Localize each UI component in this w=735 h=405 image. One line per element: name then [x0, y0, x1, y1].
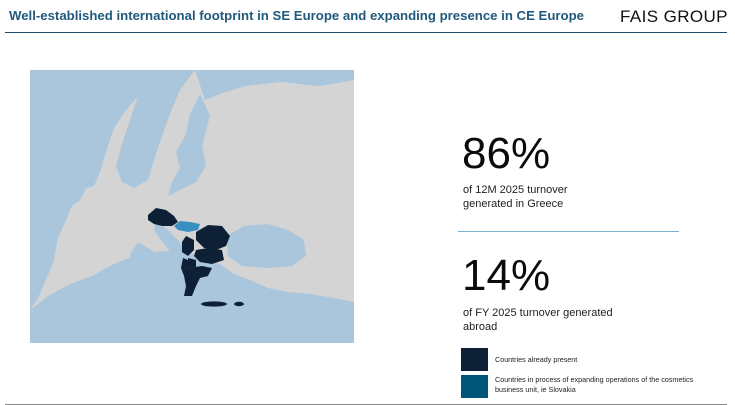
north-sea [116, 70, 195, 188]
country-romania [196, 225, 230, 250]
stat-abroad-line-2: abroad [463, 320, 498, 333]
legend-expanding-line-1: Countries in process of expanding operat… [495, 375, 694, 384]
baltic-sea [168, 94, 210, 196]
europe-map [30, 70, 354, 343]
stat-greece-description: of 12M 2025 turnover generated in Greece [463, 184, 568, 211]
stat-divider [458, 231, 679, 232]
country-serbia [182, 236, 194, 256]
barents-sea [195, 70, 354, 100]
legend-expanding-label: Countries in process of expanding operat… [495, 375, 720, 394]
aegean-sea [202, 268, 234, 300]
mediterranean-sea [30, 250, 354, 343]
stat-abroad-line-1: of FY 2025 turnover generated [463, 307, 613, 319]
stat-greece-line-2: generated in Greece [463, 197, 564, 210]
black-sea [226, 224, 306, 268]
stat-greece-percentage: 86% [462, 129, 551, 178]
stat-abroad-description: of FY 2025 turnover generated abroad [463, 307, 613, 334]
country-greece [184, 266, 212, 296]
company-logo: FAIS GROUP [620, 7, 728, 26]
legend-present-label: Countries already present [495, 355, 578, 364]
header-divider [5, 32, 727, 33]
adriatic-sea [154, 220, 198, 268]
country-bulgaria [194, 248, 224, 264]
tyrrhenian-sea [130, 242, 170, 284]
stat-abroad-percentage: 14% [462, 251, 551, 300]
island-crete [201, 301, 227, 307]
country-north-macedonia [188, 258, 196, 268]
north-atlantic-sea [30, 70, 142, 310]
page-title: Well-established international footprint… [9, 8, 584, 23]
country-czechia [148, 208, 178, 226]
legend-expanding-swatch [461, 375, 488, 398]
legend-expanding-line-2: business unit, ie Slovakia [495, 384, 576, 394]
stat-greece-line-1: of 12M 2025 turnover [463, 184, 568, 196]
island-cyprus [234, 301, 244, 307]
legend-present-swatch [461, 348, 488, 371]
country-slovakia [174, 221, 200, 232]
